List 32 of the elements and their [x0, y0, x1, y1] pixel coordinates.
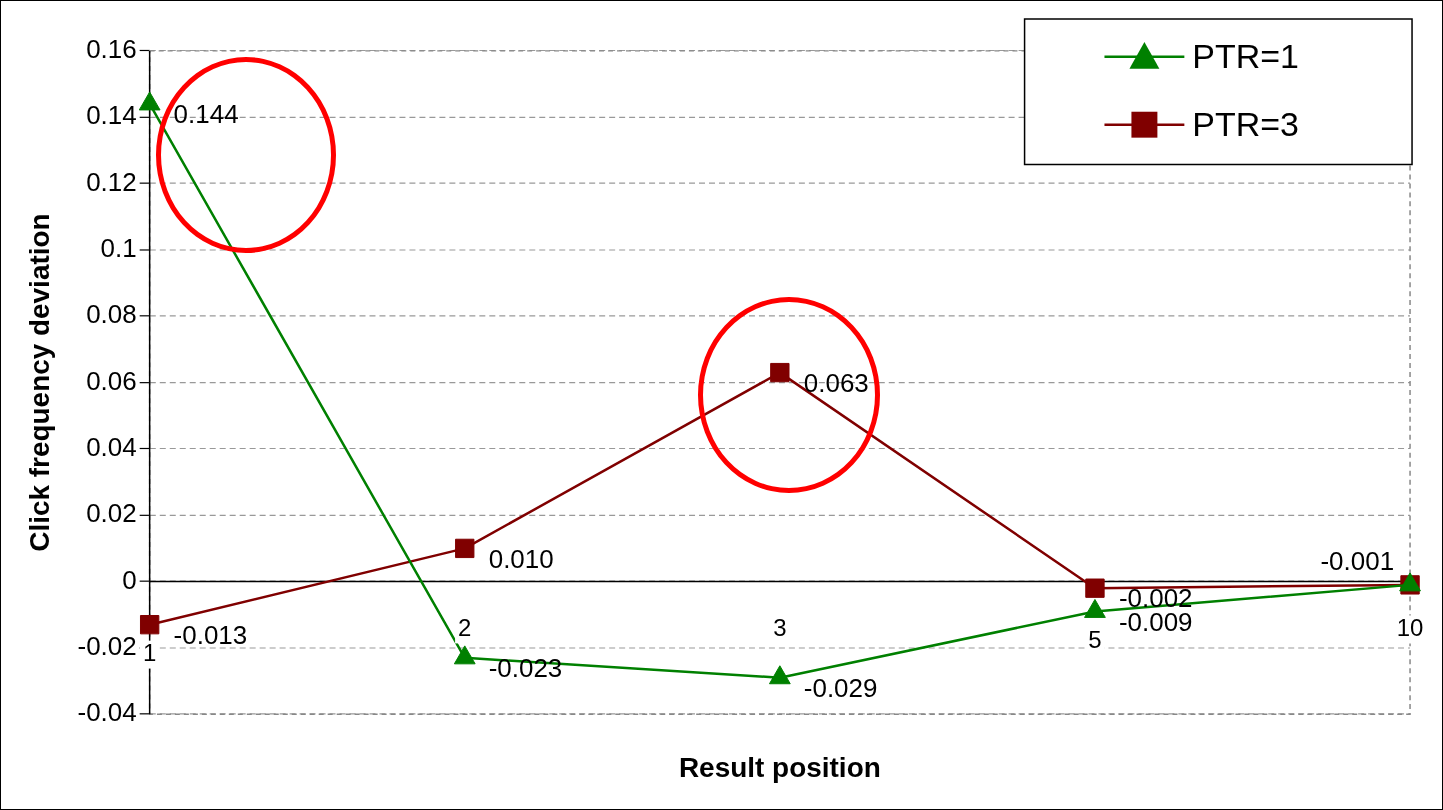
- data-label: -0.029: [803, 673, 878, 702]
- data-label: -0.001: [1320, 547, 1395, 576]
- y-tick-label: 0.16: [86, 35, 137, 64]
- point: [455, 538, 475, 559]
- x-tick-label: 2: [458, 614, 472, 642]
- x-tick-label: 1: [142, 639, 157, 667]
- point: [1085, 578, 1105, 598]
- data-label: 0.144: [173, 100, 239, 129]
- point: [139, 615, 160, 635]
- legend-label: PTR=1: [1192, 37, 1299, 76]
- y-axis-title: Click frequency deviation: [24, 213, 56, 552]
- data-label: -0.013: [173, 620, 248, 649]
- data-label: 0.010: [488, 544, 554, 573]
- y-tick-label: 0.08: [86, 300, 137, 329]
- point: [138, 91, 161, 111]
- point: [770, 362, 790, 383]
- y-tick-label: 0.04: [86, 433, 137, 462]
- y-tick-label: -0.04: [77, 698, 137, 727]
- y-tick-label: 0: [122, 565, 137, 594]
- x-tick-label: 10: [1396, 614, 1424, 642]
- y-tick-label: 0.06: [86, 366, 137, 395]
- y-tick-label: 0.14: [86, 101, 137, 130]
- legend-label: PTR=3: [1192, 105, 1299, 144]
- data-label: -0.023: [488, 653, 563, 682]
- y-tick-label: 0.1: [100, 234, 137, 263]
- y-tick-label: 0.12: [86, 167, 137, 196]
- y-tick-label: -0.02: [77, 632, 137, 661]
- data-label: 0.063: [803, 368, 869, 397]
- y-tick-label: 0.02: [86, 499, 137, 528]
- x-tick-label: 5: [1088, 625, 1102, 653]
- x-tick-label: 3: [773, 614, 787, 642]
- x-axis-title: Result position: [678, 751, 881, 783]
